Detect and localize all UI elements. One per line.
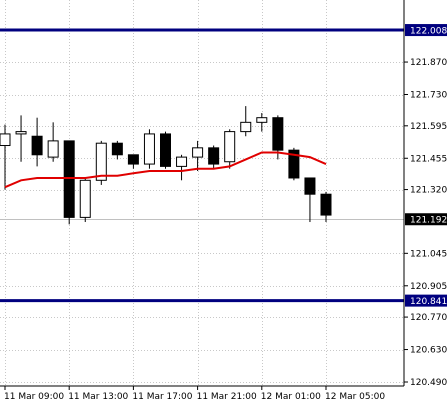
- candle: [127, 154, 139, 169]
- candle: [15, 115, 27, 162]
- level-tag-bg: [405, 24, 447, 37]
- candle-body-bearish: [272, 117, 284, 151]
- candle: [31, 117, 43, 167]
- candle-body-bearish: [288, 149, 300, 179]
- x-tick-label: 11 Mar 13:00: [68, 392, 128, 402]
- candle: [208, 145, 220, 169]
- candle-body-bearish: [304, 177, 316, 195]
- candle: [320, 191, 332, 223]
- candle-body-bullish: [240, 121, 252, 133]
- price-tags: 122.008 120.841 121.192: [405, 24, 447, 307]
- candle-body-bearish: [208, 147, 220, 165]
- y-tick-label: 121.320: [410, 186, 447, 196]
- candle-body-bullish: [176, 156, 188, 167]
- candle-body-bearish: [31, 135, 43, 156]
- candle-body-bullish: [143, 133, 155, 165]
- candle: [160, 131, 171, 169]
- candle: [111, 140, 123, 160]
- current-price-tag-label: 121.192: [410, 216, 447, 226]
- x-tick-label: 11 Mar 21:00: [197, 392, 257, 402]
- x-tick-label: 11 Mar 09:00: [4, 392, 64, 402]
- candle: [304, 177, 316, 223]
- candle: [47, 122, 59, 162]
- grid-lines: [0, 0, 404, 386]
- x-tick-label: 11 Mar 17:00: [132, 392, 192, 402]
- candles: [0, 106, 332, 225]
- candle-body-bullish: [0, 133, 11, 147]
- y-tick-label: 121.455: [410, 154, 447, 164]
- candle-body-bearish: [320, 193, 332, 216]
- support-resistance-lines: [0, 28, 404, 303]
- level-tag-label: 122.008: [410, 27, 447, 37]
- candle-body-bullish: [79, 179, 91, 218]
- y-axis: 121.870 121.730 121.595 121.455 121.320 121.0…: [404, 58, 447, 388]
- candle: [95, 140, 107, 185]
- level-tag-bg: [405, 294, 447, 307]
- moving-average-line: [4, 151, 327, 189]
- candle-body-bearish: [63, 140, 75, 218]
- candle-body-bullish: [224, 131, 236, 163]
- candle-body-bullish: [192, 147, 204, 158]
- candle-body-bullish: [47, 140, 59, 158]
- y-tick-label: 121.045: [410, 249, 447, 259]
- y-tick-label: 120.490: [410, 378, 447, 388]
- x-axis: 11 Mar 09:00 11 Mar 13:00 11 Mar 17:00 11 M…: [4, 386, 385, 402]
- y-tick-label: 121.870: [410, 58, 447, 68]
- current-price-tag-bg: [405, 213, 447, 226]
- candle-body-bearish: [160, 133, 171, 167]
- x-tick-label: 12 Mar 05:00: [325, 392, 385, 402]
- candle-body-bearish: [111, 142, 123, 156]
- y-tick-label: 120.630: [410, 346, 447, 356]
- y-tick-label: 120.770: [410, 313, 447, 323]
- candle: [79, 177, 91, 223]
- y-tick-label: 121.730: [410, 91, 447, 101]
- candle: [240, 106, 252, 137]
- candle-body-bullish: [95, 142, 107, 181]
- candle: [224, 129, 236, 169]
- y-tick-label: 120.905: [410, 282, 447, 292]
- x-tick-label: 12 Mar 01:00: [261, 392, 321, 402]
- candle-body-bullish: [15, 131, 27, 135]
- candle: [176, 154, 188, 181]
- candle: [192, 140, 204, 172]
- level-tag-label: 120.841: [410, 297, 447, 307]
- candle: [63, 140, 75, 225]
- candle: [0, 124, 11, 190]
- y-tick-label: 121.595: [410, 122, 447, 132]
- candle: [288, 147, 300, 181]
- candle: [143, 129, 155, 169]
- candle: [256, 113, 268, 132]
- candle-body-bearish: [127, 154, 139, 165]
- candle-body-bullish: [256, 117, 268, 123]
